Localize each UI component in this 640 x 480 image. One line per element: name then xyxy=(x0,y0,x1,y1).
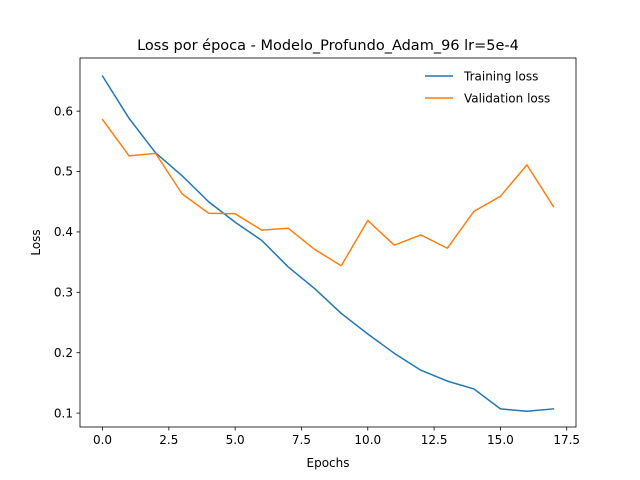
series-line-training-loss xyxy=(101,75,555,413)
chart-title: Loss por época - Modelo_Profundo_Adam_96… xyxy=(137,38,519,54)
y-tick-label: 0.3 xyxy=(54,286,73,300)
x-tick-label: 15.0 xyxy=(487,433,514,447)
y-tick-label: 0.4 xyxy=(54,225,73,239)
plot-lines xyxy=(101,75,555,413)
y-tick-label: 0.6 xyxy=(54,104,73,118)
x-tick-label: 5.0 xyxy=(226,433,245,447)
y-axis-label: Loss xyxy=(29,229,43,255)
x-tick-label: 17.5 xyxy=(553,433,580,447)
series-line-validation-loss xyxy=(101,118,555,267)
x-tick-label: 7.5 xyxy=(292,433,311,447)
x-tick-label: 2.5 xyxy=(159,433,178,447)
x-tick-label: 0.0 xyxy=(93,433,112,447)
plot-frame xyxy=(79,57,577,428)
y-axis-ticks: 0.1 0.2 0.3 0.4 0.5 0.6 xyxy=(54,104,80,420)
x-tick-label: 10.0 xyxy=(354,433,381,447)
legend-label-validation-loss: Validation loss xyxy=(464,91,550,105)
x-axis-ticks: 0.0 2.5 5.0 7.5 10.0 12.5 15.0 17.5 xyxy=(93,427,580,447)
y-tick-label: 0.2 xyxy=(54,346,73,360)
y-tick-label: 0.5 xyxy=(54,165,73,179)
y-tick-label: 0.1 xyxy=(54,406,73,420)
x-tick-label: 12.5 xyxy=(421,433,448,447)
x-axis-label: Epochs xyxy=(307,456,350,470)
legend-label-training-loss: Training loss xyxy=(463,69,538,83)
legend: Training loss Validation loss xyxy=(425,69,550,105)
